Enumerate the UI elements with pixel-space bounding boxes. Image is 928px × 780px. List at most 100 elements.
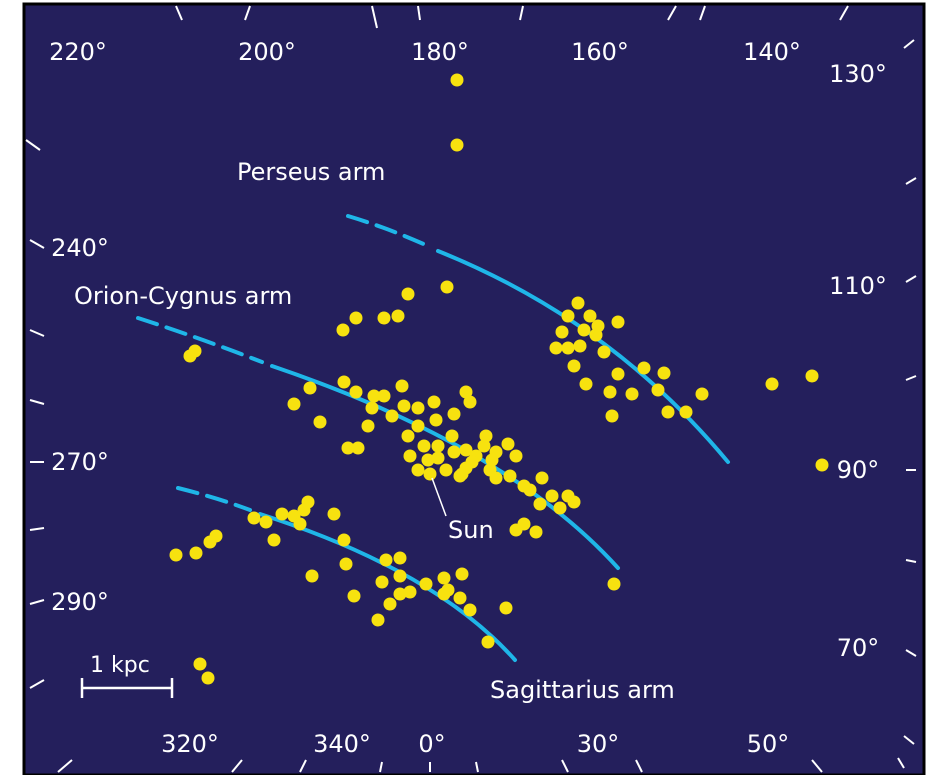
sagittarius-arm-label: Sagittarius arm: [490, 676, 675, 704]
star-dot: [201, 671, 215, 685]
star-dot: [193, 657, 207, 671]
star-dot: [499, 601, 513, 615]
star-dot: [450, 138, 464, 152]
star-dot: [485, 453, 499, 467]
tick-mark: [417, 5, 421, 21]
tick-mark: [29, 599, 45, 605]
star-dot: [561, 341, 575, 355]
star-dot: [397, 399, 411, 413]
star-dot: [327, 507, 341, 521]
tick-mark: [903, 735, 915, 745]
star-dot: [351, 441, 365, 455]
star-dot: [479, 429, 493, 443]
tick-mark: [371, 5, 378, 29]
top-label-220: 220°: [49, 38, 107, 66]
star-dot: [459, 385, 473, 399]
star-dot: [481, 635, 495, 649]
star-dot: [459, 443, 473, 457]
star-dot: [577, 323, 591, 337]
star-dot: [403, 585, 417, 599]
star-dot: [463, 395, 477, 409]
star-dot: [313, 415, 327, 429]
tick-mark: [29, 399, 45, 405]
star-dot: [431, 451, 445, 465]
star-dot: [377, 389, 391, 403]
star-dot: [545, 489, 559, 503]
star-dot: [625, 387, 639, 401]
star-dot: [611, 367, 625, 381]
star-dot: [423, 467, 437, 481]
star-dot: [445, 429, 459, 443]
tick-mark: [29, 527, 45, 531]
star-dot: [517, 517, 531, 531]
star-dot: [337, 375, 351, 389]
tick-mark: [905, 375, 917, 381]
star-dot: [393, 551, 407, 565]
star-dot: [549, 341, 563, 355]
star-dot: [561, 309, 575, 323]
star-dot: [247, 511, 261, 525]
star-dot: [447, 445, 461, 459]
star-dot: [573, 339, 587, 353]
star-dot: [555, 325, 569, 339]
star-dot: [287, 397, 301, 411]
star-dot: [301, 495, 315, 509]
star-dot: [611, 315, 625, 329]
star-dot: [453, 591, 467, 605]
tick-mark: [244, 5, 251, 21]
star-dot: [427, 395, 441, 409]
orion-arm-dashed: [136, 316, 264, 364]
star-dot: [337, 533, 351, 547]
star-dot: [439, 463, 453, 477]
star-dot: [275, 507, 289, 521]
star-dot: [421, 453, 435, 467]
star-dot: [483, 463, 497, 477]
bottom-label-30: 30°: [577, 730, 620, 758]
star-dot: [455, 567, 469, 581]
star-dot: [375, 575, 389, 589]
star-markers: [169, 73, 829, 685]
tick-mark: [839, 5, 849, 21]
star-dot: [695, 387, 709, 401]
star-dot: [529, 525, 543, 539]
star-dot: [447, 407, 461, 421]
tick-mark: [903, 39, 915, 49]
tick-mark: [905, 559, 917, 563]
star-dot: [661, 405, 675, 419]
star-dot: [567, 495, 581, 509]
sun-label: Sun: [448, 516, 494, 544]
top-label-160: 160°: [571, 38, 629, 66]
tick-mark: [635, 759, 643, 773]
star-dot: [336, 323, 350, 337]
star-dot: [553, 501, 567, 515]
star-dot: [305, 569, 319, 583]
star-dot: [603, 385, 617, 399]
tick-mark: [561, 759, 569, 773]
star-dot: [383, 597, 397, 611]
star-dot: [349, 311, 363, 325]
star-dot: [411, 401, 425, 415]
star-dot: [509, 449, 523, 463]
right-label-130: 130°: [829, 60, 887, 88]
star-dot: [501, 437, 515, 451]
star-dot: [411, 463, 425, 477]
tick-mark: [25, 139, 41, 151]
tick-mark: [905, 275, 917, 283]
tick-mark: [175, 5, 183, 21]
perseus-arm-label: Perseus arm: [237, 158, 385, 186]
tick-mark: [667, 5, 677, 21]
star-dot: [401, 287, 415, 301]
star-dot: [651, 383, 665, 397]
left-label-290: 290°: [51, 588, 109, 616]
tick-mark: [811, 759, 823, 773]
tick-mark: [29, 329, 45, 337]
star-dot: [379, 553, 393, 567]
left-label-240: 240°: [51, 234, 109, 262]
tick-mark: [905, 177, 917, 185]
star-dot: [293, 517, 307, 531]
star-dot: [385, 409, 399, 423]
star-dot: [571, 296, 585, 310]
star-dot: [441, 583, 455, 597]
star-dot: [503, 469, 517, 483]
star-dot: [523, 483, 537, 497]
